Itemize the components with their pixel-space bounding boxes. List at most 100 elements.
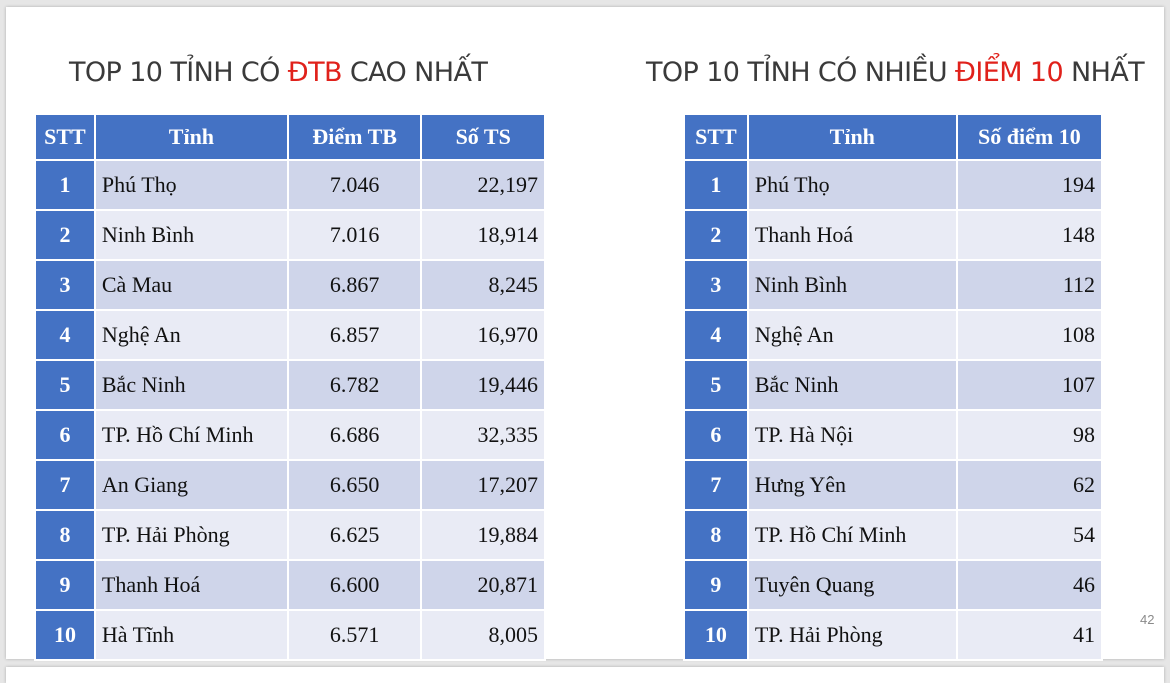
candidate-count-cell: 8,005 — [420, 609, 546, 661]
province-cell: Nghệ An — [93, 309, 289, 361]
right-title-suffix: NHẤT — [1063, 57, 1145, 88]
perfect-score-count-cell: 46 — [955, 559, 1104, 611]
province-cell: Bắc Ninh — [746, 359, 958, 411]
province-cell: Hà Tĩnh — [93, 609, 289, 661]
rank-cell: 9 — [683, 559, 749, 611]
candidate-count-cell: 20,871 — [420, 559, 546, 611]
province-cell: Thanh Hoá — [746, 209, 958, 261]
perfect-score-count-cell: 107 — [955, 359, 1104, 411]
left-title-prefix: TOP 10 TỈNH CÓ — [69, 57, 288, 88]
header-stt: STT — [683, 113, 749, 161]
candidate-count-cell: 17,207 — [420, 459, 546, 511]
header-stt: STT — [34, 113, 96, 161]
perfect-score-count-cell: 54 — [955, 509, 1104, 561]
right-title-prefix: TOP 10 TỈNH CÓ NHIỀU — [646, 57, 956, 88]
rank-cell: 3 — [34, 259, 96, 311]
rank-cell: 8 — [34, 509, 96, 561]
rank-cell: 7 — [683, 459, 749, 511]
rank-cell: 1 — [683, 159, 749, 211]
rank-cell: 8 — [683, 509, 749, 561]
avg-score-cell: 6.782 — [286, 359, 423, 411]
header-province: Tỉnh — [746, 113, 958, 161]
province-cell: Phú Thọ — [93, 159, 289, 211]
header-avg-score: Điểm TB — [286, 113, 423, 161]
right-table-title: TOP 10 TỈNH CÓ NHIỀU ĐIỂM 10 NHẤT — [646, 57, 1145, 88]
candidate-count-cell: 8,245 — [420, 259, 546, 311]
table-row: 9 Thanh Hoá 6.600 20,871 — [34, 559, 546, 611]
province-cell: Phú Thọ — [746, 159, 958, 211]
table-row: 10 Hà Tĩnh 6.571 8,005 — [34, 609, 546, 661]
candidate-count-cell: 16,970 — [420, 309, 546, 361]
header-province: Tỉnh — [93, 113, 289, 161]
rank-cell: 6 — [34, 409, 96, 461]
rank-cell: 3 — [683, 259, 749, 311]
table-header-row: STT Tỉnh Điểm TB Số TS — [34, 113, 546, 161]
table-row: 3 Ninh Bình 112 — [683, 259, 1104, 311]
rank-cell: 4 — [683, 309, 749, 361]
province-cell: TP. Hồ Chí Minh — [93, 409, 289, 461]
table-row: 3 Cà Mau 6.867 8,245 — [34, 259, 546, 311]
table-row: 2 Ninh Bình 7.016 18,914 — [34, 209, 546, 261]
rank-cell: 5 — [683, 359, 749, 411]
rank-cell: 7 — [34, 459, 96, 511]
province-cell: Tuyên Quang — [746, 559, 958, 611]
avg-score-cell: 6.867 — [286, 259, 423, 311]
province-cell: Cà Mau — [93, 259, 289, 311]
table-row: 6 TP. Hà Nội 98 — [683, 409, 1104, 461]
perfect-score-count-cell: 41 — [955, 609, 1104, 661]
avg-score-cell: 6.686 — [286, 409, 423, 461]
avg-score-cell: 6.650 — [286, 459, 423, 511]
province-cell: TP. Hải Phòng — [746, 609, 958, 661]
perfect-score-count-cell: 108 — [955, 309, 1104, 361]
rank-cell: 10 — [683, 609, 749, 661]
province-cell: Hưng Yên — [746, 459, 958, 511]
table-row: 10 TP. Hải Phòng 41 — [683, 609, 1104, 661]
rank-cell: 6 — [683, 409, 749, 461]
page-number: 42 — [1140, 612, 1155, 627]
province-cell: An Giang — [93, 459, 289, 511]
next-slide-edge — [6, 667, 1164, 683]
province-cell: Bắc Ninh — [93, 359, 289, 411]
province-cell: Ninh Bình — [93, 209, 289, 261]
avg-score-cell: 6.625 — [286, 509, 423, 561]
table-row: 7 An Giang 6.650 17,207 — [34, 459, 546, 511]
perfect-score-count-cell: 98 — [955, 409, 1104, 461]
province-cell: TP. Hải Phòng — [93, 509, 289, 561]
candidate-count-cell: 19,884 — [420, 509, 546, 561]
perfect-score-count-cell: 194 — [955, 159, 1104, 211]
perfect-score-count-cell: 112 — [955, 259, 1104, 311]
table-row: 8 TP. Hải Phòng 6.625 19,884 — [34, 509, 546, 561]
table-row: 1 Phú Thọ 194 — [683, 159, 1104, 211]
right-title-highlight: ĐIỂM 10 — [955, 57, 1064, 88]
avg-score-cell: 6.600 — [286, 559, 423, 611]
table-header-row: STT Tỉnh Số điểm 10 — [683, 113, 1104, 161]
province-cell: Thanh Hoá — [93, 559, 289, 611]
candidate-count-cell: 32,335 — [420, 409, 546, 461]
header-candidate-count: Số TS — [420, 113, 546, 161]
table-row: 9 Tuyên Quang 46 — [683, 559, 1104, 611]
avg-score-cell: 6.571 — [286, 609, 423, 661]
table-row: 6 TP. Hồ Chí Minh 6.686 32,335 — [34, 409, 546, 461]
top-perfect-scores-table: STT Tỉnh Số điểm 10 1 Phú Thọ 194 2 Thanh Ho… — [683, 113, 1104, 661]
rank-cell: 2 — [34, 209, 96, 261]
table-row: 1 Phú Thọ 7.046 22,197 — [34, 159, 546, 211]
avg-score-cell: 6.857 — [286, 309, 423, 361]
perfect-score-count-cell: 148 — [955, 209, 1104, 261]
rank-cell: 10 — [34, 609, 96, 661]
table-row: 4 Nghệ An 6.857 16,970 — [34, 309, 546, 361]
candidate-count-cell: 19,446 — [420, 359, 546, 411]
table-row: 2 Thanh Hoá 148 — [683, 209, 1104, 261]
province-cell: Ninh Bình — [746, 259, 958, 311]
left-table-title: TOP 10 TỈNH CÓ ĐTB CAO NHẤT — [69, 57, 488, 88]
avg-score-cell: 7.016 — [286, 209, 423, 261]
province-cell: TP. Hồ Chí Minh — [746, 509, 958, 561]
header-perfect-score-count: Số điểm 10 — [955, 113, 1104, 161]
perfect-score-count-cell: 62 — [955, 459, 1104, 511]
rank-cell: 1 — [34, 159, 96, 211]
table-row: 5 Bắc Ninh 6.782 19,446 — [34, 359, 546, 411]
table-row: 5 Bắc Ninh 107 — [683, 359, 1104, 411]
candidate-count-cell: 22,197 — [420, 159, 546, 211]
table-row: 8 TP. Hồ Chí Minh 54 — [683, 509, 1104, 561]
table-row: 4 Nghệ An 108 — [683, 309, 1104, 361]
rank-cell: 4 — [34, 309, 96, 361]
